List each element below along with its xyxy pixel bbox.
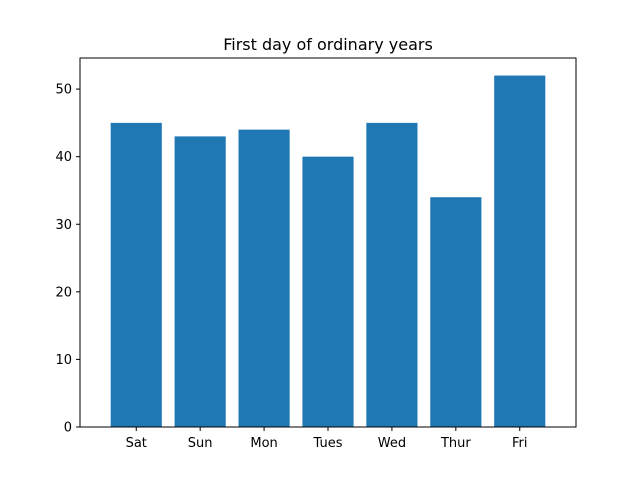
y-tick-label-10: 10 [55,353,72,368]
ticks-layer: Sat Sun Mon Tues Wed Thur Fri 0 10 20 30 40 50 [55,83,527,451]
y-tick-label-0: 0 [64,421,72,436]
x-tick-label-thur: Thur [440,436,471,451]
y-tick-label-50: 50 [55,83,72,98]
bars-layer [110,75,546,428]
x-tick-label-fri: Fri [512,436,528,451]
bar-sun [174,136,226,427]
x-tick-label-sun: Sun [188,436,213,451]
x-tick-label-wed: Wed [378,436,406,451]
bar-wed [366,122,418,427]
x-tick-label-sat: Sat [126,436,147,451]
x-tick-label-tues: Tues [313,436,343,451]
bar-mon [238,129,290,427]
bar-tues [302,156,354,427]
y-tick-label-40: 40 [55,150,72,165]
x-tick-label-mon: Mon [250,436,277,451]
y-tick-label-20: 20 [55,285,72,300]
bar-fri [494,75,546,428]
chart-title: First day of ordinary years [223,35,433,54]
bar-thur [430,197,482,427]
y-tick-label-30: 30 [55,218,72,233]
bar-sat [110,122,162,427]
